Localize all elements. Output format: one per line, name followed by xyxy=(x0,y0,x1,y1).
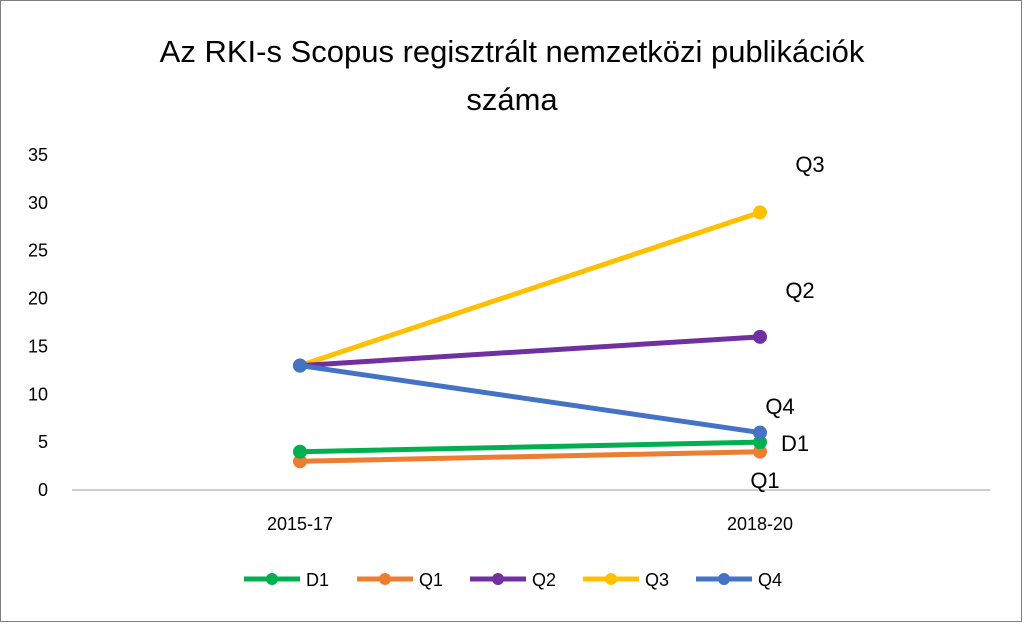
legend-item-q4: Q4 xyxy=(696,570,782,590)
data-point xyxy=(293,444,307,459)
y-tick-label: 25 xyxy=(28,241,48,261)
legend-swatch-marker xyxy=(492,573,504,585)
legend-item-q1: Q1 xyxy=(357,570,443,590)
chart-title-line-1: Az RKI-s Scopus regisztrált nemzetközi p… xyxy=(160,34,865,69)
series-line-q3 xyxy=(297,209,763,369)
chart-title-line-2: száma xyxy=(466,82,558,117)
y-tick-label: 30 xyxy=(28,193,48,213)
legend-swatch-marker xyxy=(605,573,617,585)
legend-item-d1: D1 xyxy=(244,570,329,590)
y-axis: 0 5 10 15 20 25 30 35 xyxy=(28,145,48,500)
series-q1 xyxy=(293,444,767,469)
data-point xyxy=(753,425,767,440)
y-tick-label: 20 xyxy=(28,289,48,309)
legend-item-q2: Q2 xyxy=(470,570,556,590)
data-point xyxy=(753,205,767,220)
end-label-q2: Q2 xyxy=(785,278,814,303)
y-tick-label: 10 xyxy=(28,384,48,404)
series-d1 xyxy=(293,435,767,459)
series-q4 xyxy=(293,358,767,440)
y-tick-label: 35 xyxy=(28,145,48,165)
data-point xyxy=(753,329,767,344)
legend-swatch-marker xyxy=(266,573,278,585)
series-line-q2 xyxy=(297,334,763,369)
legend-label: Q4 xyxy=(758,570,782,590)
x-tick-label: 2015-17 xyxy=(267,514,333,534)
y-tick-label: 15 xyxy=(28,336,48,356)
y-tick-label: 0 xyxy=(38,480,48,500)
legend-label: D1 xyxy=(306,570,329,590)
legend-label: Q3 xyxy=(645,570,669,590)
data-point xyxy=(293,358,307,373)
legend-label: Q2 xyxy=(532,570,556,590)
legend-swatch-marker xyxy=(718,573,730,585)
legend-label: Q1 xyxy=(419,570,443,590)
series-line-d1 xyxy=(297,439,763,455)
legend: D1 Q1 Q2 Q3 Q4 xyxy=(244,570,782,590)
x-axis: 2015-17 2018-20 xyxy=(267,514,793,534)
series-q2 xyxy=(293,329,767,373)
end-label-q1: Q1 xyxy=(750,468,779,493)
end-label-d1: D1 xyxy=(781,431,809,456)
legend-item-q3: Q3 xyxy=(583,570,669,590)
series-group xyxy=(293,205,767,469)
x-tick-label: 2018-20 xyxy=(727,514,793,534)
y-tick-label: 5 xyxy=(38,432,48,452)
legend-swatch-marker xyxy=(379,573,391,585)
series-q3 xyxy=(293,205,767,373)
end-label-q3: Q3 xyxy=(795,152,824,177)
series-line-q1 xyxy=(297,449,763,464)
end-label-q4: Q4 xyxy=(765,394,794,419)
series-line-q4 xyxy=(297,363,763,436)
